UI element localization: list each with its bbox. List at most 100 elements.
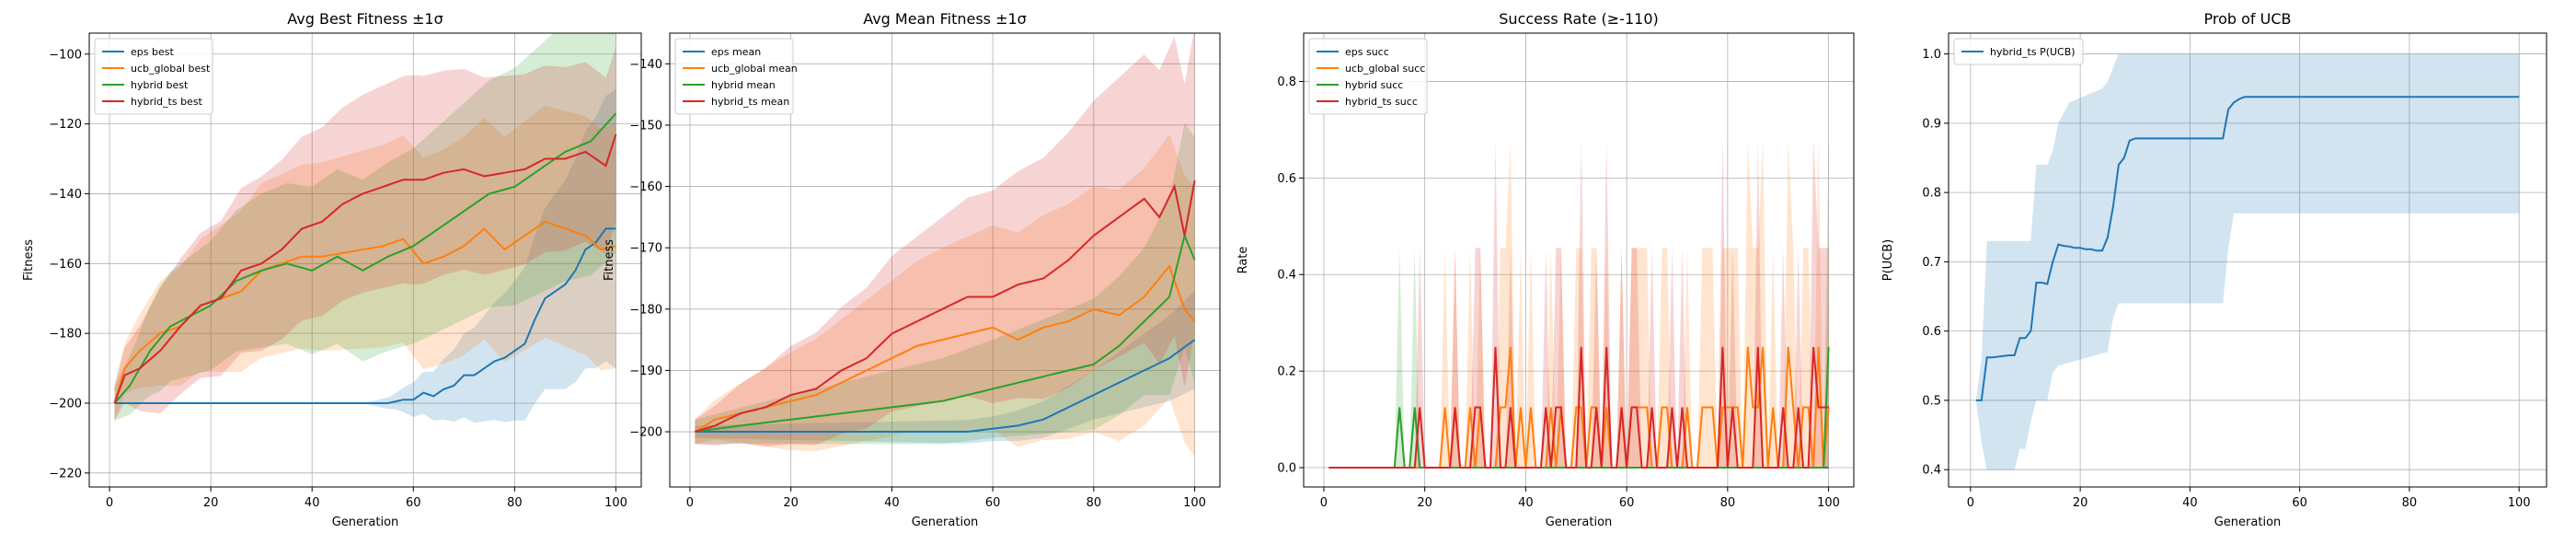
y-tick-label: −140 (49, 188, 82, 202)
x-tick-label: 80 (1720, 496, 1736, 510)
x-tick-label: 60 (985, 496, 1001, 510)
y-axis-label: Fitness (603, 239, 616, 281)
legend-label: ucb_global best (131, 63, 211, 75)
y-tick-label: −170 (629, 242, 662, 256)
x-tick-label: 100 (604, 496, 627, 510)
y-tick-label: 0.8 (1277, 75, 1296, 89)
x-tick-label: 60 (1619, 496, 1635, 510)
legend-label: hybrid_ts succ (1345, 96, 1418, 108)
legend-label: hybrid_ts best (131, 96, 203, 108)
legend-label: hybrid_ts mean (711, 96, 789, 108)
x-tick-label: 80 (507, 496, 523, 510)
x-axis-label: Generation (332, 515, 399, 529)
legend-label: hybrid mean (711, 79, 776, 91)
x-tick-label: 60 (406, 496, 421, 510)
y-tick-label: 0.4 (1922, 464, 1941, 478)
series-line (1328, 346, 1829, 469)
series-line (695, 232, 1196, 433)
series-line (695, 339, 1196, 433)
y-tick-label: −220 (49, 467, 82, 481)
chart-panel-3: 0 20 40 60 80 100 0.0 0.2 0.4 0.6 0.8 Success Rate … (1236, 10, 1855, 529)
chart-panel-1: 0 20 40 60 80 100 −220 −200 −180 −160 −140 −120 −100… (22, 10, 642, 529)
legend-label: hybrid succ (1345, 79, 1403, 91)
x-tick-label: 40 (2182, 496, 2198, 510)
plot-frame (1303, 32, 1855, 488)
y-tick-label: −100 (49, 48, 82, 62)
x-axis-label: Generation (912, 515, 979, 529)
y-tick-label: 0.9 (1922, 117, 1941, 131)
std-band (114, 105, 616, 421)
x-tick-label: 40 (1518, 496, 1534, 510)
x-tick-label: 80 (2402, 496, 2418, 510)
plot-frame (669, 32, 1221, 488)
legend-label: eps succ (1345, 46, 1389, 58)
series-line (1975, 96, 2520, 401)
std-band (1328, 139, 1829, 468)
legend: hybrid_ts P(UCB) (1953, 38, 2084, 65)
y-tick-label: 0.7 (1922, 256, 1941, 270)
y-tick-label: −200 (49, 397, 82, 411)
y-axis-label: Rate (1236, 247, 1250, 274)
legend-box (94, 38, 213, 115)
std-band (114, 47, 616, 421)
y-tick-label: −180 (49, 328, 82, 342)
y-tick-label: 0.0 (1277, 462, 1296, 476)
series-line (695, 180, 1196, 433)
x-axis-label: Generation (1546, 515, 1613, 529)
series-line (114, 227, 616, 404)
x-tick-label: 20 (203, 496, 219, 510)
y-tick-label: −190 (629, 365, 662, 378)
x-tick-label: 0 (1320, 496, 1328, 510)
x-tick-label: 100 (2508, 496, 2531, 510)
y-tick-label: 0.4 (1277, 269, 1296, 283)
y-tick-label: −160 (629, 180, 662, 194)
x-tick-label: 40 (884, 496, 900, 510)
y-tick-label: −180 (629, 303, 662, 317)
plot-area (113, 33, 617, 423)
y-tick-label: 0.5 (1922, 394, 1941, 408)
series-line (113, 112, 617, 404)
chart-panel-2: 0 20 40 60 80 100 −200 −190 −180 −170 −160 −150 −140… (603, 10, 1221, 529)
x-tick-label: 20 (1417, 496, 1432, 510)
y-tick-label: 0.8 (1922, 187, 1941, 201)
std-band (114, 33, 616, 421)
legend-box (674, 38, 794, 115)
legend-label: ucb_global succ (1345, 63, 1425, 75)
legend-box (1953, 38, 2084, 65)
y-axis-label: P(UCB) (1881, 239, 1895, 282)
legend-label: hybrid best (131, 79, 189, 91)
legend-label: hybrid_ts P(UCB) (1990, 46, 2076, 58)
y-tick-label: 0.6 (1922, 325, 1941, 339)
y-tick-label: −200 (629, 426, 662, 440)
plot-area (1975, 53, 2520, 470)
std-band (695, 133, 1195, 457)
plot-area (1328, 139, 1830, 469)
x-axis-label: Generation (2214, 515, 2282, 529)
chart-title: Avg Mean Fitness ±1σ (863, 10, 1027, 28)
plot-frame (88, 32, 642, 488)
x-tick-label: 80 (1087, 496, 1102, 510)
std-band (114, 88, 616, 423)
y-tick-label: 0.6 (1277, 172, 1296, 186)
chart-title: Prob of UCB (2204, 10, 2292, 28)
legend-label: ucb_global mean (711, 63, 798, 75)
chart-title: Success Rate (≥-110) (1499, 10, 1658, 28)
y-tick-label: −120 (49, 118, 82, 132)
plot-area (694, 33, 1196, 457)
legend: eps succ ucb_global succ hybrid succ hybrid… (1308, 38, 1428, 115)
legend: eps mean ucb_global mean hybrid mean hybrid… (674, 38, 798, 115)
std-band (695, 122, 1195, 445)
x-tick-label: 0 (1967, 496, 1974, 510)
chart-panel-4: 0 20 40 60 80 100 0.4 0.5 0.6 0.7 0.8 0.9 1.0 Prob of… (1881, 10, 2547, 529)
series-line (694, 264, 1196, 433)
y-tick-label: −140 (629, 58, 662, 72)
legend-label: eps mean (711, 46, 761, 58)
std-band (1328, 139, 1829, 468)
x-tick-label: 60 (2292, 496, 2307, 510)
legend-label: eps best (131, 46, 174, 58)
chart-title: Avg Best Fitness ±1σ (287, 10, 443, 28)
x-tick-label: 20 (783, 496, 799, 510)
y-tick-label: 0.2 (1277, 365, 1296, 379)
y-tick-label: −160 (49, 258, 82, 272)
